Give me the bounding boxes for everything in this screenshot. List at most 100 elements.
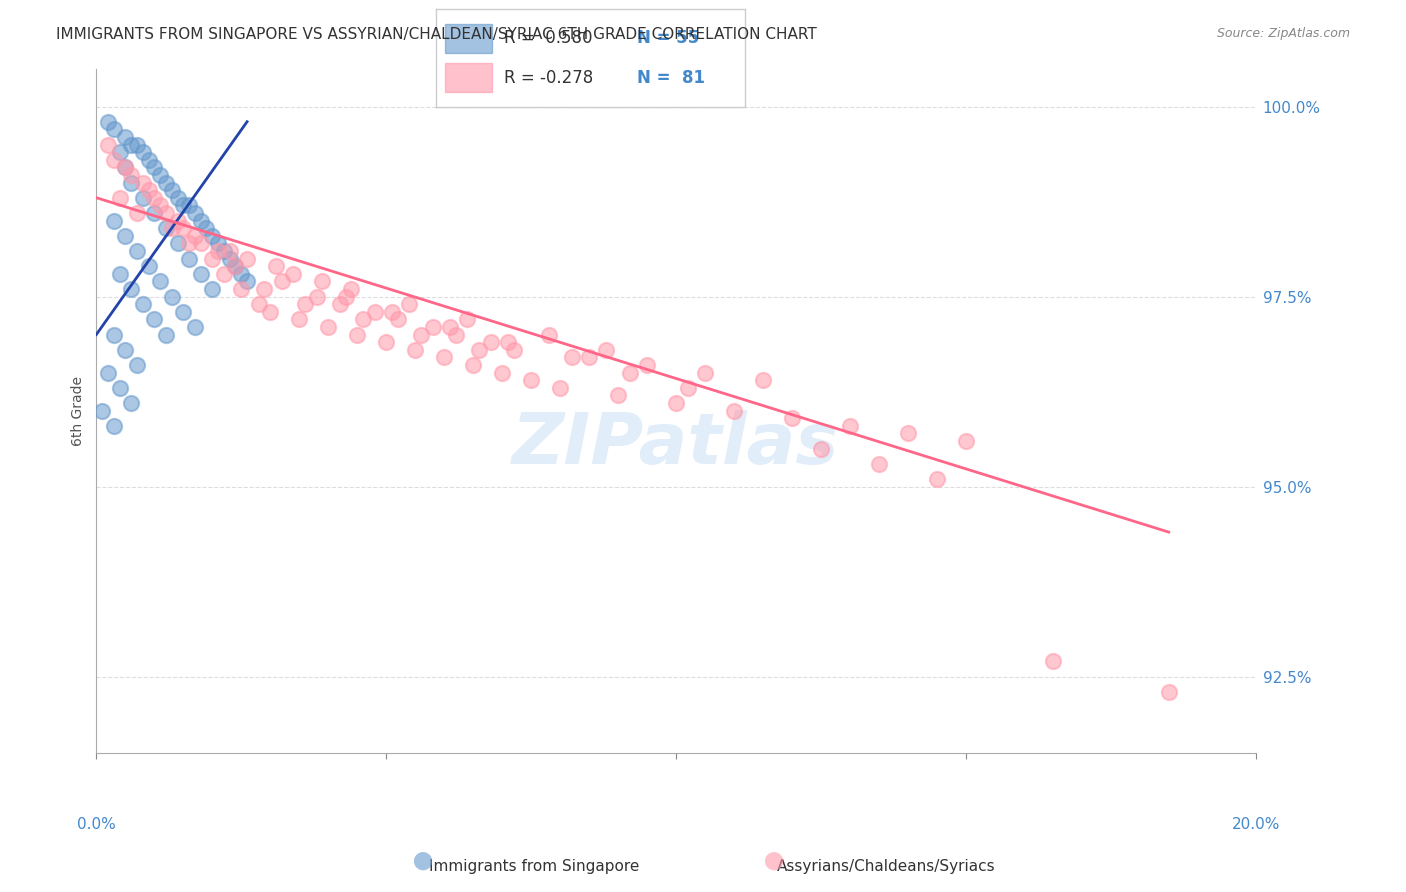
Point [520,373,543,387]
Text: N = 55: N = 55 [637,29,699,47]
Point [114,228,136,243]
Point [247,297,270,311]
Point [398,297,420,311]
Point [201,252,224,266]
Point [125,137,148,152]
Point [114,129,136,144]
Point [335,289,357,303]
Point [190,267,212,281]
Point [143,206,166,220]
Text: Immigrants from Singapore: Immigrants from Singapore [429,859,640,874]
Point [132,176,155,190]
Point [231,282,253,296]
Point [132,191,155,205]
Point [463,358,485,372]
Text: 20.0%: 20.0% [1232,817,1279,832]
Text: N =  81: N = 81 [637,69,704,87]
Point [138,183,160,197]
Point [433,351,456,365]
Point [108,381,131,395]
Point [166,236,188,251]
Point [218,244,240,258]
Point [166,191,188,205]
Point [810,442,832,456]
Point [218,252,240,266]
Point [177,198,200,212]
Point [676,381,699,395]
Point [125,206,148,220]
Point [387,312,409,326]
Point [665,396,688,410]
Point [955,434,977,448]
Point [155,206,177,220]
Point [160,221,183,235]
Point [288,312,311,326]
Point [160,183,183,197]
Point [143,161,166,175]
Point [166,213,188,227]
Text: ⬤: ⬤ [763,851,783,870]
Point [114,343,136,357]
Point [404,343,426,357]
Point [160,289,183,303]
Point [132,145,155,160]
Point [422,320,444,334]
Point [363,304,385,318]
Point [108,145,131,160]
Point [184,206,207,220]
Point [1157,684,1180,698]
Point [212,267,235,281]
Point [231,267,253,281]
Point [149,274,172,288]
Point [352,312,374,326]
Point [381,304,404,318]
Point [172,304,194,318]
Point [212,244,235,258]
Point [190,236,212,251]
Point [619,366,641,380]
Point [207,244,229,258]
Point [125,358,148,372]
Point [114,161,136,175]
Point [636,358,658,372]
Text: Assyrians/Chaldeans/Syriacs: Assyrians/Chaldeans/Syriacs [776,859,995,874]
Point [190,213,212,227]
Point [120,137,142,152]
Point [149,198,172,212]
Point [172,198,194,212]
Y-axis label: 6th Grade: 6th Grade [72,376,86,445]
Point [723,403,745,417]
Point [97,114,120,128]
Point [444,327,467,342]
Point [496,335,519,350]
Point [103,418,125,433]
Point [207,236,229,251]
Point [346,327,368,342]
Point [305,289,328,303]
Point [439,320,461,334]
Point [97,366,120,380]
Point [108,191,131,205]
Point [693,366,716,380]
Point [224,259,246,273]
Point [143,191,166,205]
Point [108,267,131,281]
Point [120,396,142,410]
Point [294,297,316,311]
Text: R = -0.278: R = -0.278 [503,69,593,87]
Point [780,411,803,425]
Point [155,327,177,342]
Point [409,327,432,342]
Point [468,343,491,357]
Bar [446,23,492,54]
Point [149,168,172,182]
Text: ⬤: ⬤ [412,851,432,870]
Point [177,236,200,251]
Point [316,320,339,334]
Text: R =  0.580: R = 0.580 [503,29,592,47]
Point [91,403,114,417]
Point [125,244,148,258]
Point [259,304,281,318]
Point [868,457,890,471]
Point [329,297,352,311]
